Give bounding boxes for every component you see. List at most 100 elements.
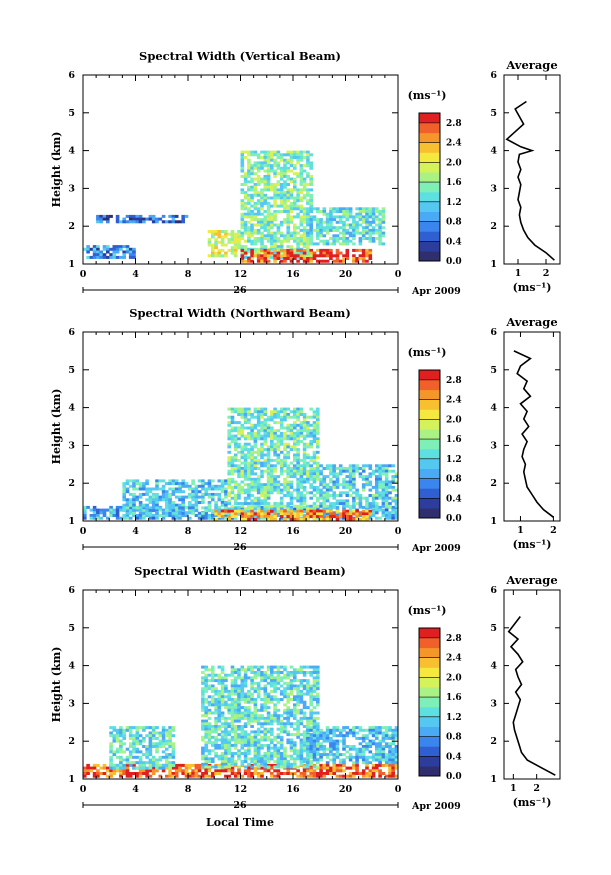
heatmap-cell <box>289 684 294 688</box>
heatmap-cell <box>247 512 251 516</box>
heatmap-cell <box>365 504 369 508</box>
heatmap-cell <box>138 511 143 515</box>
heatmap-cell <box>112 750 117 754</box>
heatmap-cell <box>115 220 120 224</box>
heatmap-cell <box>273 681 277 685</box>
heatmap-cell <box>253 426 258 430</box>
heatmap-cell <box>224 679 228 683</box>
heatmap-cell <box>352 467 356 470</box>
heatmap-cell <box>263 223 268 227</box>
heatmap-cell <box>135 747 140 751</box>
heatmap-cell <box>266 234 271 238</box>
heatmap-cell <box>132 214 136 218</box>
heatmap-cell <box>188 774 192 778</box>
heatmap-cell <box>148 750 153 754</box>
heatmap-cell <box>322 239 327 243</box>
heatmap-cell <box>178 490 182 494</box>
heatmap-cell <box>128 479 133 483</box>
heatmap-cell <box>217 515 222 519</box>
heatmap-cell <box>293 254 297 258</box>
heatmap-cell <box>325 226 330 230</box>
heatmap-cell <box>237 491 241 495</box>
heatmap-cell <box>302 496 307 500</box>
heatmap-cell <box>342 259 346 263</box>
heatmap-cell <box>253 757 258 761</box>
average-frame <box>503 331 561 522</box>
heatmap-cell <box>217 254 222 258</box>
heatmap-cell <box>289 509 294 513</box>
heatmap-cell <box>211 495 215 499</box>
heatmap-cell <box>230 477 235 481</box>
heatmap-cell <box>106 508 110 512</box>
heatmap-cell <box>358 747 363 751</box>
heatmap-cell <box>211 735 215 739</box>
heatmap-cell <box>329 769 333 773</box>
heatmap-cell <box>371 472 376 476</box>
heatmap-cell <box>253 239 258 243</box>
heatmap-cell <box>345 254 350 258</box>
heatmap-cell <box>256 480 261 484</box>
heatmap-cell <box>256 665 261 669</box>
heatmap-cell <box>338 761 343 765</box>
heatmap-cell <box>253 212 258 216</box>
heatmap-cell <box>201 681 205 685</box>
heatmap-cell <box>319 769 323 773</box>
heatmap-cell <box>319 226 323 230</box>
heatmap-cell <box>365 515 369 519</box>
heatmap-cell <box>286 676 290 680</box>
heatmap-cell <box>296 174 300 178</box>
heatmap-cell <box>197 514 202 517</box>
heatmap-cell <box>260 708 264 712</box>
heatmap-cell <box>201 506 205 510</box>
heatmap-cell <box>273 196 277 200</box>
heatmap-cell <box>250 254 254 258</box>
heatmap-cell <box>253 665 258 669</box>
heatmap-cell <box>286 193 290 197</box>
heatmap-cell <box>201 700 205 704</box>
heatmap-cell <box>184 495 189 499</box>
heatmap-cell <box>283 695 287 699</box>
heatmap-cell <box>365 231 369 235</box>
heatmap-cell <box>309 188 313 192</box>
heatmap-cell <box>289 762 294 766</box>
heatmap-cell <box>224 757 228 761</box>
heatmap-cell <box>279 415 284 419</box>
heatmap-cell <box>322 739 327 743</box>
heatmap-cell <box>260 245 264 249</box>
average-x-axis-label: (ms⁻¹) <box>513 281 552 294</box>
heatmap-cell <box>266 220 271 224</box>
heatmap-cell <box>227 509 231 513</box>
heatmap-cell <box>119 766 123 770</box>
heatmap-cell <box>119 220 123 224</box>
heatmap-cell <box>253 766 258 770</box>
heatmap-cell <box>286 188 290 192</box>
colorbar-segment <box>419 191 440 203</box>
heatmap-cell <box>263 515 268 519</box>
heatmap-cell <box>293 762 297 766</box>
heatmap-cell <box>207 695 212 699</box>
heatmap-cell <box>296 191 300 195</box>
heatmap-cell <box>220 692 225 696</box>
heatmap-cell <box>345 207 350 211</box>
heatmap-cell <box>250 226 254 230</box>
colorbar-segment <box>419 468 440 479</box>
heatmap-cell <box>122 763 126 767</box>
heatmap-cell <box>296 196 300 200</box>
heatmap-cell <box>250 483 254 487</box>
heatmap-cell <box>283 259 287 263</box>
heatmap-cell <box>165 220 169 224</box>
heatmap-cell <box>233 502 238 506</box>
heatmap-cell <box>375 494 379 497</box>
heatmap-cell <box>233 480 238 484</box>
heatmap-cell <box>132 742 136 746</box>
heatmap-cell <box>329 477 333 481</box>
heatmap-cell <box>270 188 274 192</box>
heatmap-cell <box>260 180 264 184</box>
heatmap-cell <box>270 239 274 243</box>
heatmap-cell <box>286 467 290 470</box>
heatmap-cell <box>299 158 304 162</box>
heatmap-cell <box>316 491 320 495</box>
heatmap-cell <box>270 467 274 470</box>
heatmap-cell <box>197 484 202 488</box>
heatmap-cell <box>148 734 153 738</box>
